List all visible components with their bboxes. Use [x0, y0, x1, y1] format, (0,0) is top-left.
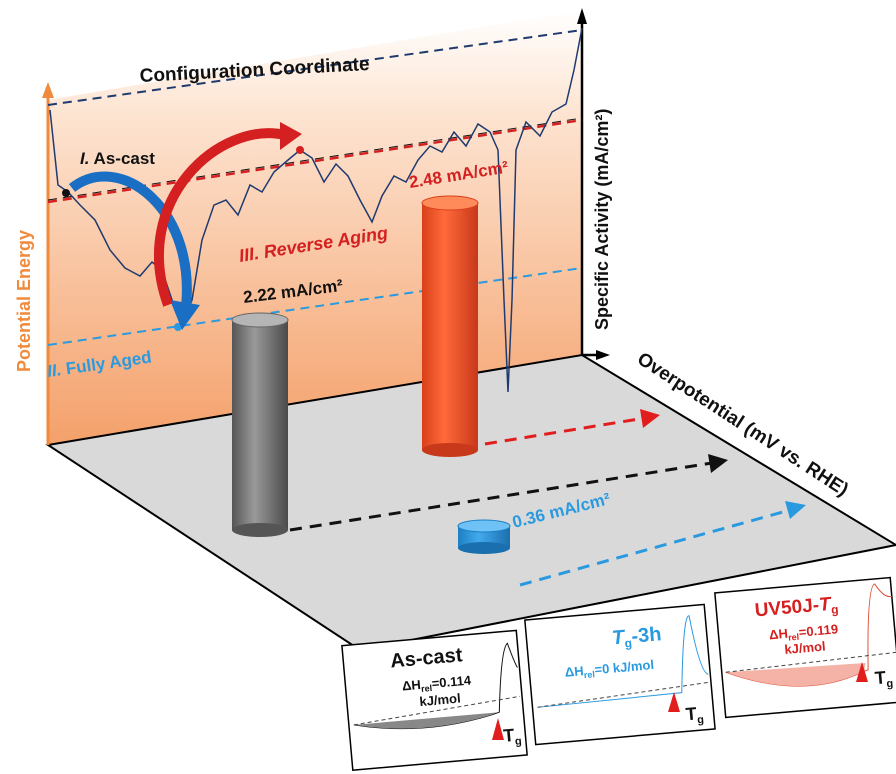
cylinder-blue: [458, 520, 510, 554]
arrowhead: [596, 350, 610, 360]
text: g: [697, 714, 705, 727]
figure: Configuration Coordinate Potential Energ…: [0, 0, 896, 774]
page: {"axes": {"top": "Configuration Coordina…: [0, 0, 896, 774]
text: As-cast: [94, 149, 156, 168]
text: III.: [237, 243, 260, 266]
state-dot: [62, 189, 70, 197]
text: ΔH: [768, 626, 788, 643]
text: II.: [46, 360, 63, 381]
cylinder-orange: [422, 196, 478, 457]
text: g: [514, 735, 522, 748]
arrowhead: [42, 82, 54, 98]
text: T: [503, 725, 516, 746]
text: ΔH: [564, 663, 584, 680]
axis-label: Potential Energy: [14, 230, 34, 372]
inset: UV50J-Tg ΔHrel=0.119 kJ/mol Tg: [715, 578, 896, 718]
text: I.: [80, 149, 89, 168]
text: -3h: [631, 623, 663, 648]
inset: As-cast ΔHrel=0.114 kJ/mol Tg: [342, 630, 527, 770]
state-label: I. As-cast: [80, 149, 155, 168]
text: T: [685, 704, 698, 725]
cylinder-gray: [232, 313, 288, 537]
state-dot: [296, 146, 304, 154]
text: T: [874, 667, 887, 688]
text: g: [886, 678, 894, 691]
text: g: [830, 602, 839, 617]
text: rel: [583, 669, 595, 680]
inset: Tg-3h ΔHrel=0 kJ/mol Tg: [525, 604, 715, 744]
text: ΔH: [401, 677, 421, 694]
axis-label: Specific Activity (mA/cm²): [592, 109, 612, 330]
